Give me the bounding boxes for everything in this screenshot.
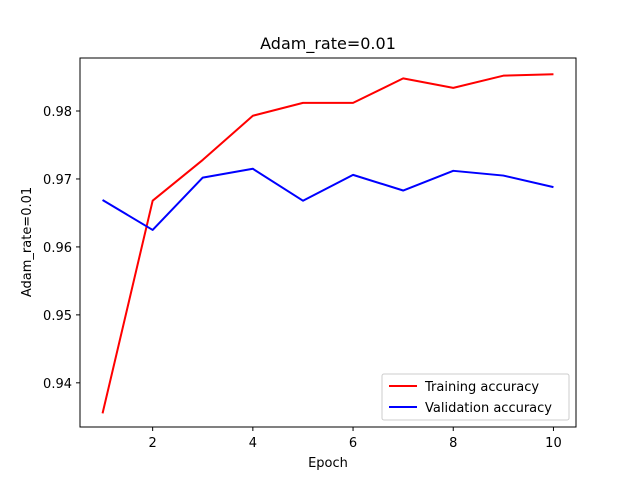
legend: Training accuracy Validation accuracy [381,373,570,421]
y-axis-ticks: 0.94 0.95 0.96 0.97 0.98 [43,105,80,392]
x-tick-label: 10 [545,436,562,451]
x-axis-ticks: 2 4 6 8 10 [149,427,562,451]
plot-area-frame [79,57,577,428]
y-tick-label: 0.98 [43,105,72,120]
y-axis-label: Adam_rate=0.01 [20,187,35,297]
y-tick-label: 0.96 [43,241,72,256]
x-axis-label: Epoch [308,456,348,471]
x-tick-label: 6 [349,436,357,451]
chart-title: Adam_rate=0.01 [260,34,396,54]
x-tick-label: 2 [149,436,157,451]
y-tick-label: 0.95 [43,309,72,324]
x-tick-label: 4 [249,436,257,451]
legend-box [381,373,570,421]
legend-label-validation-accuracy: Validation accuracy [425,401,552,416]
legend-label-training-accuracy: Training accuracy [424,380,539,395]
y-tick-label: 0.94 [43,377,72,392]
y-tick-label: 0.97 [43,173,72,188]
series-layer [101,73,554,414]
x-tick-label: 8 [449,436,457,451]
series-line-training-accuracy [101,73,554,414]
series-line-validation-accuracy [102,167,554,231]
